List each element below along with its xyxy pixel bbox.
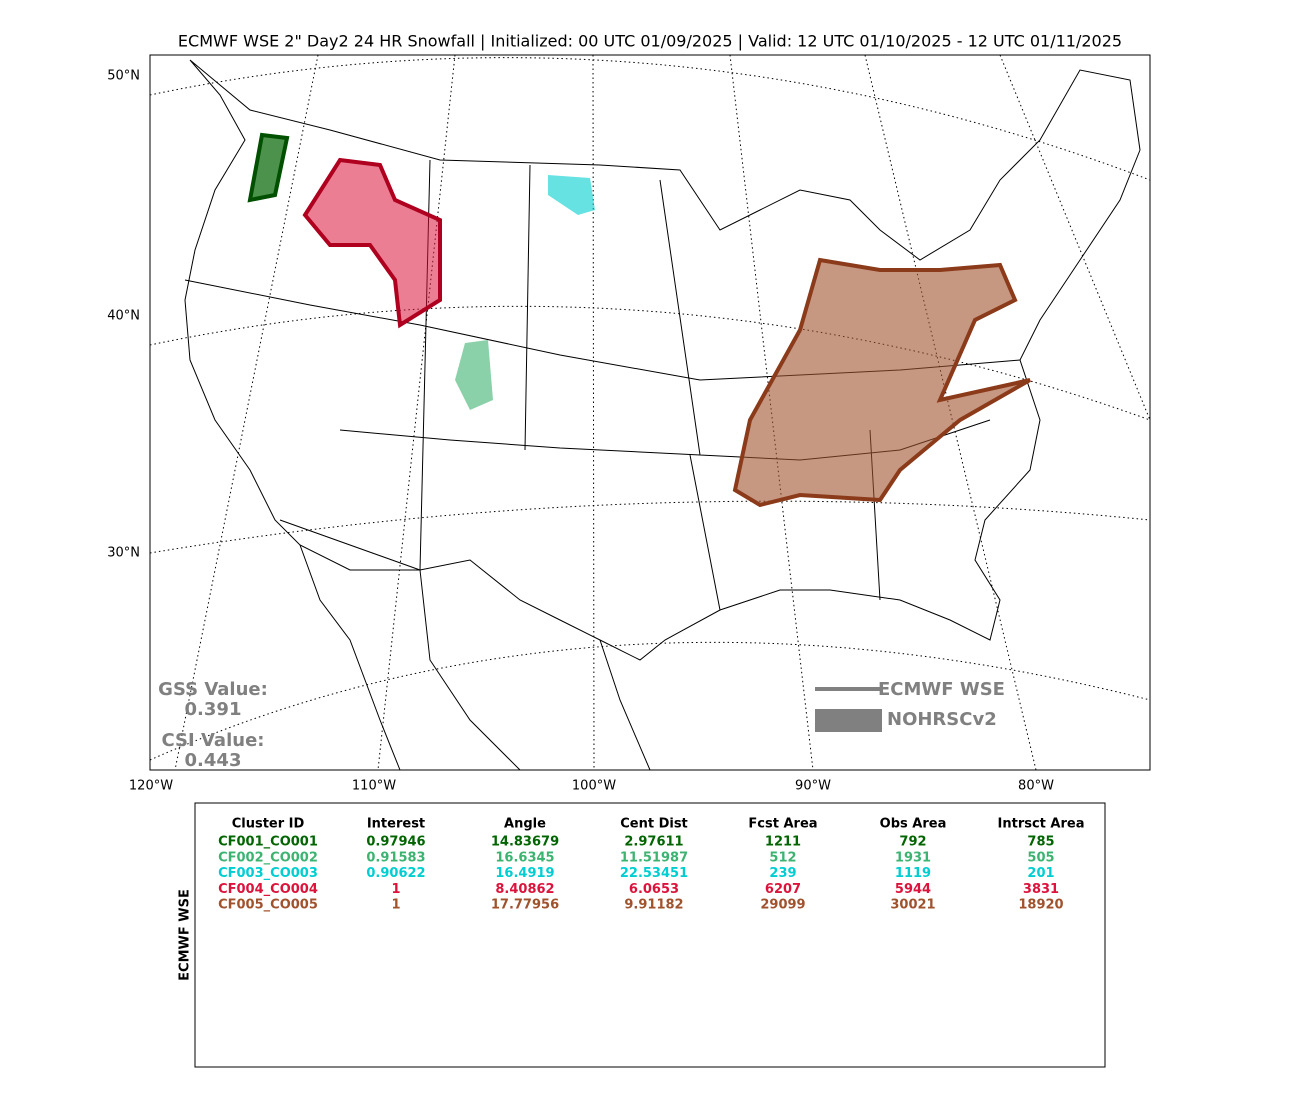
column-header: Fcst Area — [748, 817, 817, 832]
table-cell: 16.6345 — [495, 850, 554, 865]
table-cell: 8.40862 — [495, 882, 554, 897]
lat-label: 30°N — [107, 546, 140, 561]
table-cell: 239 — [769, 866, 796, 881]
lon-label: 80°W — [1018, 779, 1054, 794]
cluster-4 — [302, 157, 442, 329]
table-cell: 11.51987 — [620, 850, 688, 865]
table-cell: 0.97946 — [366, 835, 425, 850]
graticule — [377, 55, 456, 770]
table-cell: 30021 — [890, 898, 935, 913]
cluster-2 — [455, 340, 493, 410]
graticule — [174, 55, 319, 770]
table-cell: 6.0653 — [629, 882, 679, 897]
table-cell: 17.77956 — [491, 898, 559, 913]
table-cell: CF001_CO001 — [218, 835, 318, 850]
csi-value: 0.443 — [185, 750, 242, 771]
map: ECMWF WSE NOHRSCv2 GSS Value: 0.391 CSI … — [149, 54, 1151, 771]
lat-label: 50°N — [107, 69, 140, 84]
legend-label: ECMWF WSE — [878, 679, 1005, 700]
gss-label: GSS Value: — [158, 679, 268, 700]
graticule — [150, 641, 1150, 761]
table-frame — [194, 802, 1106, 1068]
map-frame — [149, 54, 1151, 771]
table-cell: 22.53451 — [620, 866, 688, 881]
table-cell: 1211 — [765, 835, 801, 850]
map-content — [150, 55, 1150, 770]
table-cell: 3831 — [1023, 882, 1059, 897]
table-cell: 14.83679 — [491, 835, 559, 850]
cluster-5 — [732, 257, 1031, 508]
gss-value: 0.391 — [185, 699, 242, 720]
table-cell: 0.91583 — [366, 850, 425, 865]
table-cell: 512 — [769, 850, 796, 865]
table-cell: 1 — [391, 882, 400, 897]
column-header: Obs Area — [880, 817, 947, 832]
column-header: Intrsct Area — [998, 817, 1085, 832]
mexico-border — [299, 544, 651, 770]
lon-label: 100°W — [572, 779, 616, 794]
table-cell: 792 — [899, 835, 926, 850]
cluster-3 — [548, 175, 595, 215]
graticule — [150, 305, 1150, 421]
table-cell: 1119 — [895, 866, 931, 881]
table-cell: 1 — [391, 898, 400, 913]
table-cell: 16.4919 — [495, 866, 554, 881]
table-cell: 2.97611 — [624, 835, 683, 850]
table-cell: 201 — [1027, 866, 1054, 881]
legend-label: NOHRSCv2 — [887, 709, 997, 730]
cluster-1 — [247, 132, 290, 203]
column-header: Cluster ID — [232, 817, 305, 832]
lon-label: 120°W — [129, 779, 173, 794]
column-header: Interest — [367, 817, 425, 832]
graticule — [864, 55, 1037, 770]
table-cell: 6207 — [765, 882, 801, 897]
csi-label: CSI Value: — [162, 730, 265, 751]
state-borders — [184, 159, 1021, 611]
lon-label: 110°W — [352, 779, 396, 794]
table-cell: 9.91182 — [624, 898, 683, 913]
lon-label: 90°W — [795, 779, 831, 794]
table-cell: CF002_CO002 — [218, 850, 318, 865]
lat-label: 40°N — [107, 309, 140, 324]
table-cell: CF003_CO003 — [218, 866, 318, 881]
table-cell: 0.90622 — [366, 866, 425, 881]
table-cell: CF004_CO004 — [218, 882, 318, 897]
graticule — [729, 55, 814, 770]
title: ECMWF WSE 2" Day2 24 HR Snowfall | Initi… — [178, 32, 1122, 51]
table-side-label: ECMWF WSE — [178, 889, 193, 981]
graticule — [999, 55, 1150, 421]
table-cell: 18920 — [1018, 898, 1063, 913]
coastline — [184, 59, 1141, 661]
table-cell: CF005_CO005 — [218, 898, 318, 913]
table-cell: 505 — [1027, 850, 1054, 865]
table-cell: 5944 — [895, 882, 931, 897]
legend-patch — [815, 709, 882, 732]
table-cell: 29099 — [760, 898, 805, 913]
table-cell: 785 — [1027, 835, 1054, 850]
column-header: Cent Dist — [620, 817, 688, 832]
table-cell: 1931 — [895, 850, 931, 865]
column-header: Angle — [504, 817, 546, 832]
